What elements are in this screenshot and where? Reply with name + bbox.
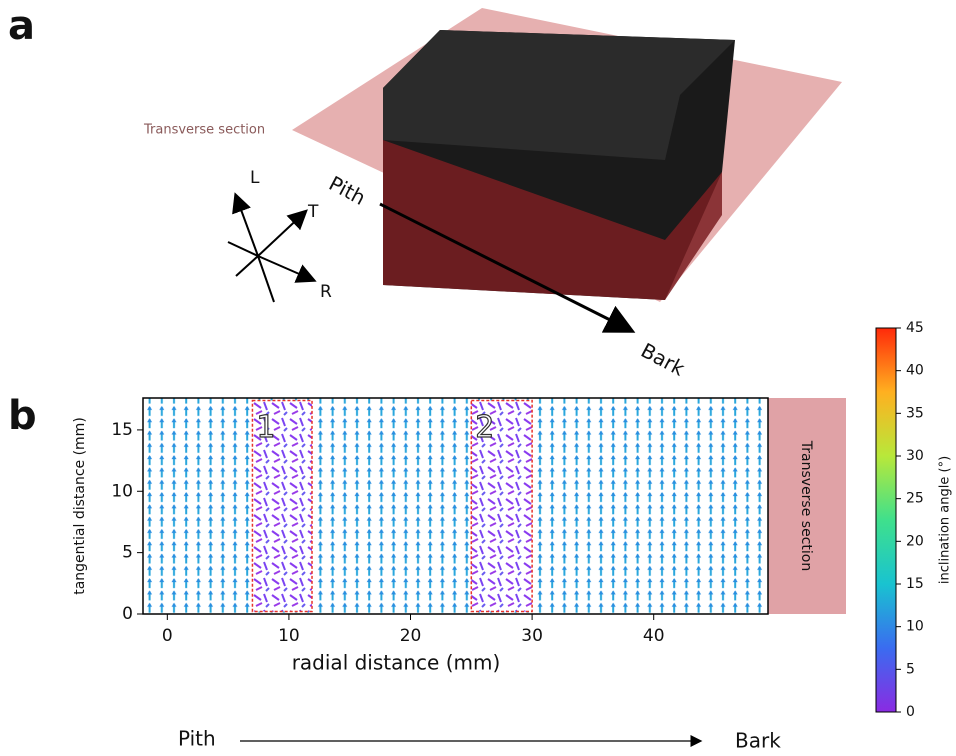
region-label: 2 bbox=[475, 410, 494, 445]
colorbar-tick-label: 40 bbox=[906, 363, 924, 379]
region-label: 1 bbox=[256, 410, 275, 445]
axis-label: L bbox=[250, 168, 260, 188]
bark-label: Bark bbox=[637, 338, 689, 381]
axis-arrow bbox=[232, 192, 259, 257]
y-tick-label: 0 bbox=[122, 604, 133, 624]
colorbar-tick-label: 35 bbox=[906, 405, 924, 421]
disordered-region bbox=[471, 400, 533, 612]
y-axis-label: tangential distance (mm) bbox=[72, 417, 88, 595]
x-tick-label: 0 bbox=[162, 626, 173, 646]
x-tick-label: 40 bbox=[643, 626, 665, 646]
block-top bbox=[383, 30, 735, 160]
region-box bbox=[251, 399, 313, 613]
colorbar-tick-label: 30 bbox=[906, 448, 924, 464]
axis-arrow bbox=[257, 255, 317, 283]
vector-field bbox=[143, 398, 768, 614]
axis-label: R bbox=[320, 282, 332, 302]
axis-line bbox=[257, 255, 275, 303]
bark-label: Bark bbox=[735, 729, 781, 753]
axis-arrow bbox=[257, 209, 308, 257]
y-tick-label: 10 bbox=[111, 481, 133, 501]
y-tick-label: 5 bbox=[122, 543, 133, 563]
panel-letter: a bbox=[8, 3, 35, 49]
x-tick-label: 20 bbox=[400, 626, 422, 646]
axis-label: T bbox=[307, 202, 319, 222]
colorbar-tick-label: 45 bbox=[906, 320, 924, 336]
pith-label: Pith bbox=[178, 727, 216, 751]
region-box bbox=[470, 399, 533, 613]
block-section bbox=[383, 140, 722, 300]
panel-letter: b bbox=[8, 393, 37, 439]
colorbar-tick-label: 15 bbox=[906, 576, 924, 592]
pith-label: Pith bbox=[325, 171, 370, 210]
colorbar bbox=[875, 327, 897, 713]
y-tick-label: 15 bbox=[111, 420, 133, 440]
side-box bbox=[768, 398, 846, 614]
colorbar-tick-label: 5 bbox=[906, 661, 915, 677]
disordered-region bbox=[252, 400, 313, 612]
x-tick-label: 30 bbox=[521, 626, 543, 646]
colorbar-tick-label: 25 bbox=[906, 491, 924, 507]
x-tick-label: 10 bbox=[278, 626, 300, 646]
colorbar-tick-label: 0 bbox=[906, 704, 915, 720]
plot-frame bbox=[142, 397, 769, 615]
colorbar-label: inclination angle (°) bbox=[938, 456, 953, 584]
side-label: Transverse section bbox=[798, 440, 814, 571]
axis-line bbox=[227, 241, 259, 257]
colorbar-tick-label: 20 bbox=[906, 533, 924, 549]
x-axis-label: radial distance (mm) bbox=[292, 651, 501, 675]
pith-bark-arrow bbox=[379, 202, 636, 333]
axis-line bbox=[235, 255, 259, 277]
plane-label: Transverse section bbox=[143, 123, 265, 138]
colorbar-tick-label: 10 bbox=[906, 619, 924, 635]
